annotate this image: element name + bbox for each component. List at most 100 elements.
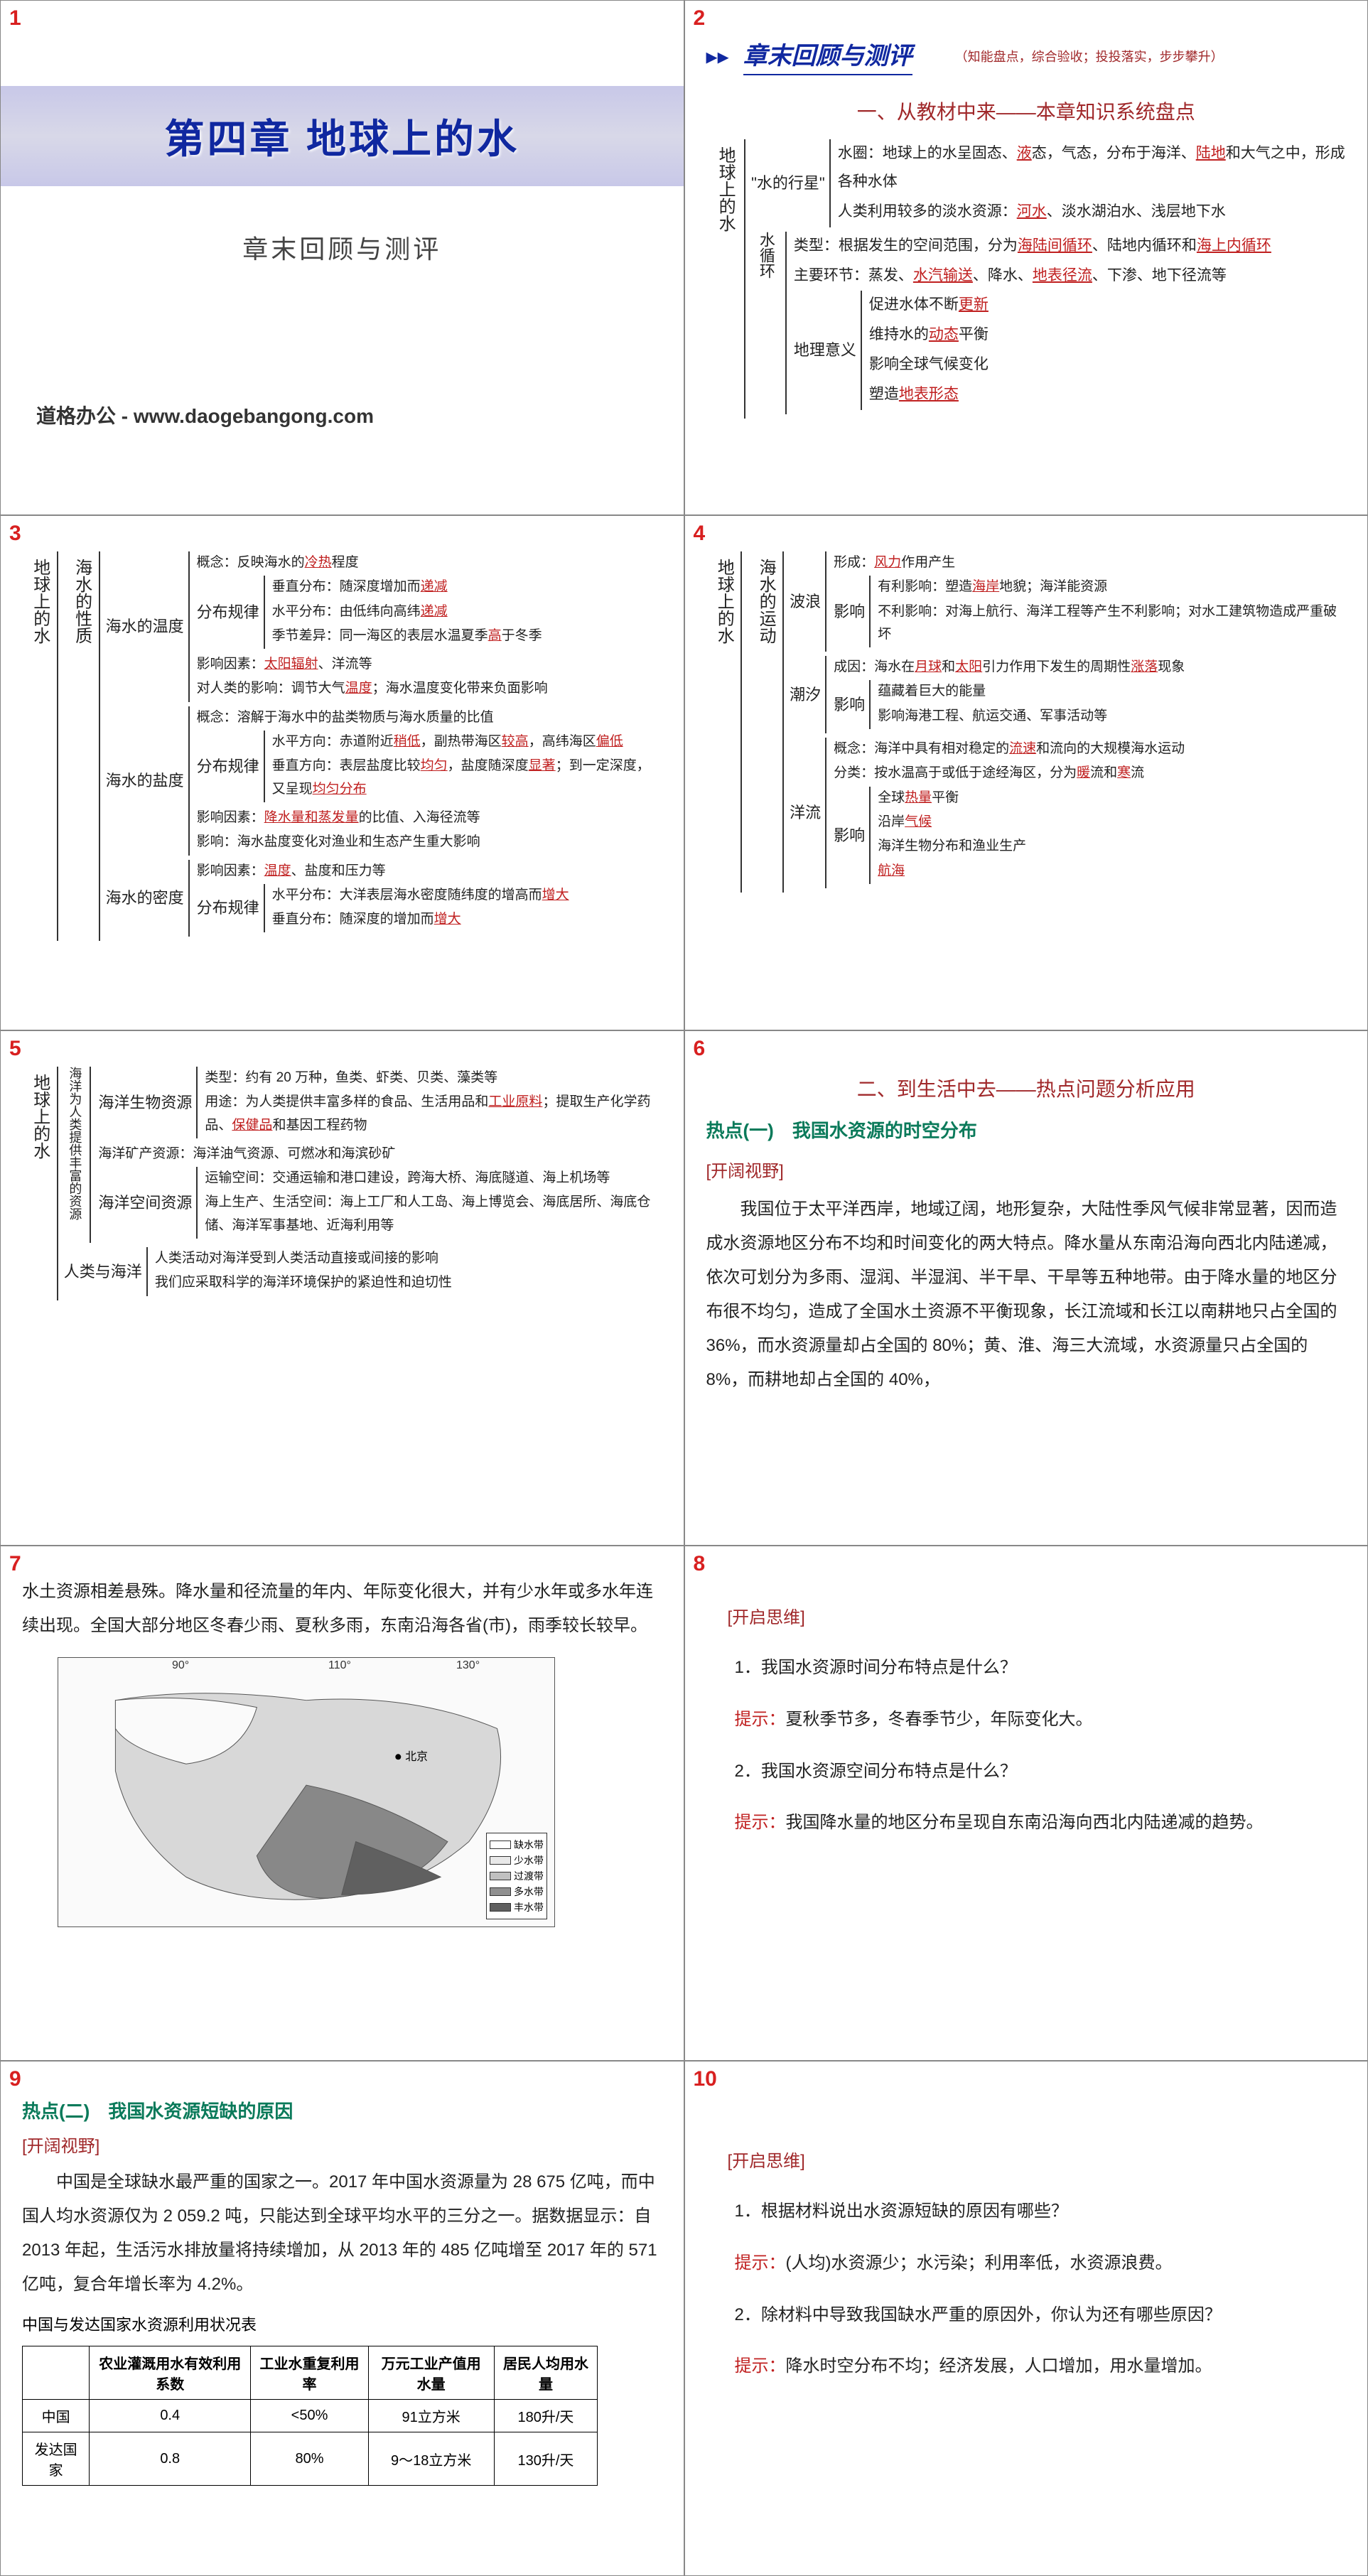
slide-2: 2 ▸▸ 章末回顾与测评 （知能盘点，综合验收；投投落实，步步攀升） 一、从教材…: [684, 0, 1368, 515]
legend-row: 缺水带: [490, 1838, 544, 1852]
coord-130: 130°: [456, 1659, 480, 1672]
slide-1: 1 第四章 地球上的水 章末回顾与测评 道格办公 - www.daogebang…: [0, 0, 684, 515]
table-cell: 发达国家: [23, 2432, 90, 2486]
vision-label: [开阔视野]: [22, 2132, 662, 2157]
water-usage-table: 农业灌溉用水有效利用系数 工业水重复利用率 万元工业产值用水量 居民人均用水量 …: [22, 2346, 598, 2486]
cycle-links: 主要环节：蒸发、水汽输送、降水、地表径流、下渗、地下径流等: [794, 262, 1346, 290]
slide-number: 4: [694, 522, 706, 546]
table-cell: 130升/天: [494, 2432, 598, 2486]
tide-form: 成因：海水在月球和太阳引力作用下发生的周期性涨落现象: [834, 656, 1346, 679]
slide-3: 3 地球上的水 海水的性质 海水的温度 概念：反映海水的冷热程度 分布规律 垂直…: [0, 515, 684, 1030]
map-svg: 北京: [58, 1658, 554, 1926]
answer-2: 提示：降水时空分布不均；经济发展，人口增加，用水量增加。: [735, 2348, 1318, 2386]
body-paragraph: 我国位于太平洋西岸，地域辽阔，地形复杂，大陆性季风气候非常显著，因而造成水资源地…: [706, 1192, 1347, 1397]
china-water-map: 90° 110° 130° 北京 缺水带 少水带 过渡带 多水带 丰水带: [58, 1657, 555, 1927]
mineral: 海洋矿产资源：海洋油气资源、可燃冰和海滨砂矿: [98, 1143, 662, 1165]
table-header: 居民人均用水量: [494, 2346, 598, 2400]
table-row: 中国 0.4 <50% 91立方米 180升/天: [23, 2400, 598, 2432]
table-caption: 中国与发达国家水资源利用状况表: [22, 2312, 662, 2335]
planet-label: "水的行星": [751, 139, 831, 227]
planet-line-2: 人类利用较多的淡水资源：河水、淡水湖泊水、浅层地下水: [838, 198, 1346, 226]
curr-impact-label: 影响: [834, 787, 871, 884]
header-note: （知能盘点，综合验收；投投落实，步步攀升）: [955, 47, 1224, 65]
res-label: 海洋为人类提供丰富的资源: [64, 1067, 92, 1243]
sig-1: 促进水体不断更新: [869, 291, 1346, 319]
bio-type: 类型：约有 20 万种，鱼类、虾类、贝类、藻类等: [205, 1067, 662, 1089]
tide-i2: 影响海港工程、航运交通、军事活动等: [878, 705, 1346, 728]
outline-root: 地球上的水: [706, 551, 743, 893]
table-cell: 9～18立方米: [368, 2432, 494, 2486]
slide-9: 9 热点(二) 我国水资源短缺的原因 [开阔视野] 中国是全球缺水最严重的国家之…: [0, 2061, 684, 2576]
book-icon: ▸▸: [706, 43, 729, 70]
slide-4: 4 地球上的水 海水的运动 波浪 形成：风力作用产生 影响 有利影响：塑造海岸地…: [684, 515, 1368, 1030]
slide-number: 6: [694, 1037, 706, 1061]
salt-d1: 水平方向：赤道附近稍低，副热带海区较高，高纬海区偏低: [272, 731, 662, 753]
answer-1: 提示：夏秋季节多，冬春季节少，年际变化大。: [735, 1701, 1318, 1739]
curr-i4: 航海: [878, 860, 1346, 883]
slide-number: 1: [9, 6, 21, 31]
outline: 地球上的水 "水的行星" 水圈：地球上的水呈固态、液态，气态，分布于海洋、陆地和…: [706, 139, 1347, 419]
table-cell: 180升/天: [494, 2400, 598, 2432]
curr-concept: 概念：海洋中具有相对稳定的流速和流向的大规模海水运动: [834, 738, 1346, 760]
salt-concept: 概念：溶解于海水中的盐类物质与海水质量的比值: [197, 706, 662, 729]
section-title: 二、到生活中去——热点问题分析应用: [706, 1074, 1347, 1102]
salt-impact: 影响：海水盐度变化对渔业和生态产生重大影响: [197, 831, 662, 853]
table-header: 工业水重复利用率: [251, 2346, 369, 2400]
hotspot-title: 热点(一) 我国水资源的时空分布: [706, 1116, 1347, 1143]
question-2: 2．除材料中导致我国缺水严重的原因外，你认为还有哪些原因？: [735, 2297, 1318, 2334]
dens-dist-label: 分布规律: [197, 884, 265, 933]
space-2: 海上生产、生活空间：海上工厂和人工岛、海上博览会、海底居所、海底仓储、海洋军事基…: [205, 1191, 662, 1237]
table-cell: 0.8: [90, 2432, 251, 2486]
curr-label: 洋流: [790, 738, 826, 888]
planet-line-1: 水圈：地球上的水呈固态、液态，气态，分布于海洋、陆地和大气之中，形成各种水体: [838, 139, 1346, 196]
tide-i1: 蕴藏着巨大的能量: [878, 680, 1346, 703]
motion-label: 海水的运动: [748, 551, 784, 893]
outline-root: 地球上的水: [22, 551, 58, 941]
temp-label: 海水的温度: [106, 551, 190, 702]
chapter-title: 第四章 地球上的水: [1, 107, 684, 165]
question-1: 1．根据材料说出水资源短缺的原因有哪些？: [735, 2193, 1318, 2231]
dens-label: 海水的密度: [106, 860, 190, 937]
header-bar: ▸▸ 章末回顾与测评 （知能盘点，综合验收；投投落实，步步攀升）: [706, 36, 1347, 75]
header-title: 章末回顾与测评: [743, 36, 912, 75]
curr-i1: 全球热量平衡: [878, 787, 1346, 809]
legend-row: 过渡带: [490, 1869, 544, 1883]
temp-d2: 水平分布：由低纬向高纬递减: [272, 600, 662, 623]
coord-110: 110°: [328, 1659, 351, 1672]
legend-row: 少水带: [490, 1853, 544, 1868]
dens-d2: 垂直分布：随深度的增加而增大: [272, 908, 662, 931]
human-label: 人类与海洋: [64, 1247, 148, 1296]
curr-i3: 海洋生物分布和渔业生产: [878, 835, 1346, 858]
sig-2: 维持水的动态平衡: [869, 320, 1346, 349]
salt-factor: 影响因素：降水量和蒸发量的比值、入海径流等: [197, 807, 662, 829]
body-paragraph: 水土资源相差悬殊。降水量和径流量的年内、年际变化很大，并有少水年或多水年连续出现…: [22, 1575, 662, 1643]
salt-d2: 垂直方向：表层盐度比较均匀，盐度随深度显著；到一定深度，又呈现均匀分布: [272, 755, 662, 801]
space-1: 运输空间：交通运输和港口建设，跨海大桥、海底隧道、海上机场等: [205, 1167, 662, 1190]
temp-factor: 影响因素：太阳辐射、洋流等: [197, 653, 662, 676]
title-band: 第四章 地球上的水: [1, 86, 684, 186]
sig-3: 影响全球气候变化: [869, 350, 1346, 379]
curr-type: 分类：按水温高于或低于途经海区，分为暖流和寒流: [834, 762, 1346, 785]
slide-number: 7: [9, 1552, 21, 1576]
qa-block: 1．我国水资源时间分布特点是什么？ 提示：夏秋季节多，冬春季节少，年际变化大。 …: [735, 1649, 1318, 1842]
city-label: 北京: [405, 1750, 428, 1763]
tide-impact-label: 影响: [834, 680, 871, 729]
cycle-label: 水循环: [751, 232, 787, 414]
sig-4: 塑造地表形态: [869, 380, 1346, 409]
table-row: 发达国家 0.8 80% 9～18立方米 130升/天: [23, 2432, 598, 2486]
table-cell: 91立方米: [368, 2400, 494, 2432]
think-label: [开启思维]: [728, 2147, 1347, 2172]
slide-5: 5 地球上的水 海洋为人类提供丰富的资源 海洋生物资源 类型：约有 20 万种，…: [0, 1030, 684, 1546]
sig-label: 地理意义: [794, 291, 862, 410]
body-paragraph: 中国是全球缺水最严重的国家之一。2017 年中国水资源量为 28 675 亿吨，…: [22, 2165, 662, 2302]
slide-number: 3: [9, 522, 21, 546]
slide-6: 6 二、到生活中去——热点问题分析应用 热点(一) 我国水资源的时空分布 [开阔…: [684, 1030, 1368, 1546]
question-2: 2．我国水资源空间分布特点是什么？: [735, 1753, 1318, 1791]
temp-d3: 季节差异：同一海区的表层水温夏季高于冬季: [272, 625, 662, 647]
outline: 地球上的水 海水的性质 海水的温度 概念：反映海水的冷热程度 分布规律 垂直分布…: [22, 551, 662, 941]
table-cell: 80%: [251, 2432, 369, 2486]
bio-use: 用途：为人类提供丰富多样的食品、生活用品和工业原料；提取生产化学药品、保健品和基…: [205, 1091, 662, 1137]
footer-credit: 道格办公 - www.daogebangong.com: [36, 401, 374, 429]
wave-bad: 不利影响：对海上航行、海洋工程等产生不利影响；对水工建筑物造成严重破坏: [878, 600, 1346, 647]
human-1: 人类活动对海洋受到人类活动直接或间接的影响: [155, 1247, 662, 1270]
